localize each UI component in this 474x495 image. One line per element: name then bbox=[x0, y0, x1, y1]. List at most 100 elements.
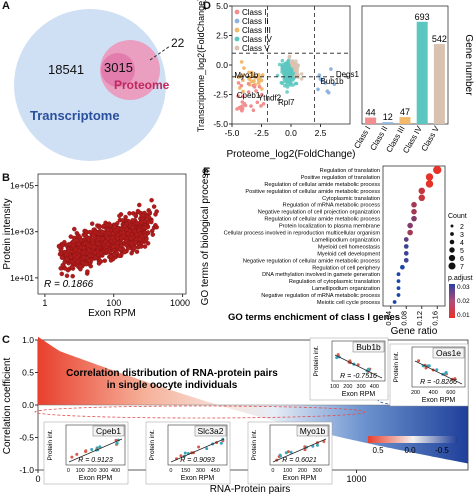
inset-xtick-label: 300 bbox=[196, 468, 205, 474]
chart-e-term-label: Negative regulation of cell projection o… bbox=[258, 210, 380, 216]
inset-point bbox=[444, 371, 448, 374]
chart-b-point bbox=[117, 253, 122, 259]
chart-b-point bbox=[74, 254, 80, 260]
inset-r-value: R = -0.8266 bbox=[420, 379, 457, 386]
chart-b-point bbox=[78, 264, 83, 270]
chart-d-legend-marker bbox=[234, 18, 240, 24]
inset-point bbox=[286, 450, 290, 454]
chart-b-point bbox=[142, 244, 148, 249]
inset-title-box bbox=[352, 341, 385, 353]
chart-d-point bbox=[242, 66, 246, 70]
chart-b-point bbox=[88, 263, 94, 269]
chart-b-point bbox=[129, 250, 134, 256]
inset-xtick-label: 600 bbox=[446, 390, 455, 396]
inset-point bbox=[316, 443, 319, 447]
chart-e-xtick-label: 0.04 bbox=[384, 311, 393, 326]
chart-d-point bbox=[294, 59, 298, 63]
chart-d-ylabel: Transcriptome_log2(FoldChange) bbox=[196, 0, 206, 132]
chart-e-xtick-label: 0.08 bbox=[399, 311, 408, 326]
chart-b-points bbox=[56, 197, 159, 279]
chart-d-point bbox=[241, 73, 245, 77]
chart-e-count-legend-dot bbox=[448, 262, 456, 270]
chart-e-count-legend-label: 3 bbox=[460, 232, 464, 239]
inset-point bbox=[303, 448, 307, 452]
chart-b-point bbox=[96, 235, 102, 241]
chart-e-dot bbox=[392, 300, 397, 304]
chart-e-term-label: Negative regulation of cellular amide me… bbox=[243, 258, 380, 264]
chart-d-point bbox=[280, 58, 285, 63]
chart-b-point bbox=[75, 259, 81, 265]
chart-b-point bbox=[64, 256, 70, 262]
chart-d-point bbox=[293, 65, 297, 69]
chart-d-point bbox=[285, 90, 289, 94]
chart-e-dot bbox=[396, 293, 401, 297]
chart-b-point bbox=[135, 208, 141, 214]
chart-d-point bbox=[254, 89, 258, 93]
chart-b-point bbox=[69, 264, 75, 270]
chart-d-legend-label: Class III bbox=[242, 26, 271, 35]
inset-xtick-label: 400 bbox=[370, 384, 379, 390]
chart-e-dot bbox=[411, 215, 417, 222]
chart-b-point bbox=[59, 255, 65, 260]
chart-b-point bbox=[91, 244, 97, 250]
inset-ylabel: Protein int. bbox=[393, 351, 400, 382]
inset-ylabel: Protein int. bbox=[251, 429, 258, 460]
chart-e-count-legend-label: 4 bbox=[460, 240, 464, 247]
chart-d-point bbox=[296, 75, 300, 80]
chart-b-point bbox=[81, 255, 86, 261]
chart-d-point bbox=[260, 73, 265, 77]
inset-title-box bbox=[194, 425, 227, 437]
chart-d-point bbox=[247, 70, 251, 75]
chart-b-point bbox=[93, 229, 98, 235]
chart-e-count-legend-title: Count bbox=[448, 213, 467, 220]
chart-b-point bbox=[86, 247, 92, 253]
chart-e-term-label: Myeloid cell development bbox=[317, 251, 380, 257]
chart-d-ytick-label: 5.0 bbox=[216, 1, 228, 11]
inset-xlabel: Exon RPM bbox=[79, 475, 113, 482]
chart-e-dot bbox=[418, 187, 425, 195]
inset-point bbox=[279, 454, 282, 458]
venn-diagram: 18541 3015 22 Proteome Transcriptome bbox=[14, 9, 185, 161]
chart-b-point bbox=[104, 222, 110, 228]
chart-d-point bbox=[332, 82, 337, 86]
chart-d-point bbox=[256, 72, 261, 77]
chart-b-point bbox=[153, 212, 158, 217]
chart-b-point bbox=[84, 261, 89, 267]
chart-c: 05001000-1.0-0.50.00.51.0 Correlation di… bbox=[2, 335, 469, 495]
chart-b-point bbox=[132, 245, 137, 251]
venn-leader-line bbox=[149, 45, 171, 61]
chart-e-count-legend-label: 6 bbox=[460, 256, 464, 263]
venn-transcriptome-label: Transcriptome bbox=[30, 108, 120, 123]
chart-b-point bbox=[70, 243, 76, 248]
chart-d-legend-marker bbox=[234, 45, 240, 51]
inset-xtick-label: 300 bbox=[357, 384, 366, 390]
chart-b-ytick-label: 1e+05 bbox=[10, 181, 34, 191]
chart-d-point bbox=[239, 60, 244, 64]
panel-label-d: D bbox=[203, 0, 211, 12]
chart-c-ytick-label: 1.0 bbox=[22, 335, 34, 345]
chart-b-point bbox=[149, 197, 154, 203]
inset-point bbox=[424, 366, 428, 370]
chart-b-point bbox=[125, 231, 131, 236]
panel-label-c: C bbox=[2, 334, 10, 346]
chart-d-point bbox=[290, 72, 295, 77]
chart-b-point bbox=[64, 273, 70, 279]
chart-d-gene-label: Rpl7 bbox=[278, 98, 295, 107]
chart-c-xlabel: RNA-Protein pairs bbox=[210, 484, 291, 495]
inset-point bbox=[289, 450, 293, 454]
inset-title-box bbox=[432, 347, 465, 359]
chart-b-point bbox=[105, 242, 111, 247]
chart-b-point bbox=[128, 235, 134, 241]
chart-c-ytick-label: -1.0 bbox=[19, 465, 34, 475]
chart-b-point bbox=[102, 258, 108, 263]
chart-d-bar-category: Class V bbox=[420, 124, 442, 153]
chart-b-point bbox=[80, 250, 86, 256]
chart-e-term-label: Lamellipodium organization bbox=[312, 286, 380, 292]
chart-d-ytick-label: 0.0 bbox=[216, 60, 228, 70]
chart-e-term-label: Regulation of cytoplasmic translation bbox=[289, 279, 380, 285]
inset-xtick-label: 0 bbox=[271, 468, 274, 474]
chart-e-xtick-label: 0.16 bbox=[430, 311, 439, 326]
chart-b-point bbox=[130, 225, 136, 230]
chart-b-point bbox=[76, 248, 82, 254]
chart-e-xlabel: Gene ratio bbox=[391, 326, 438, 337]
